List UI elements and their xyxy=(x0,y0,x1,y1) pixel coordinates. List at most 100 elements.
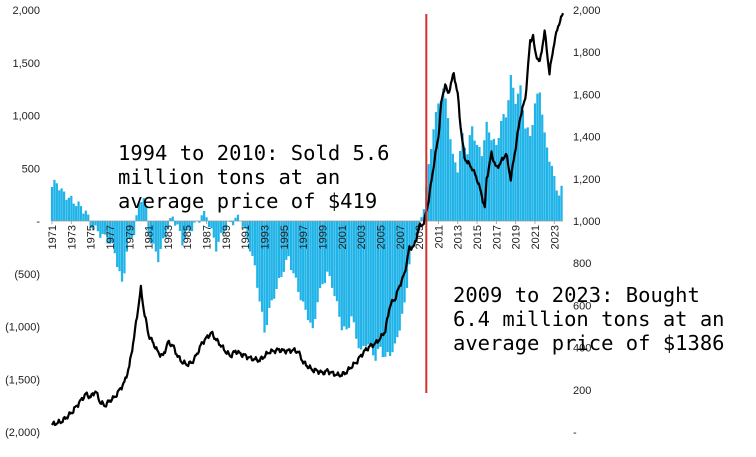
left-tick-label: 500 xyxy=(22,163,40,175)
bar xyxy=(352,221,355,323)
bar xyxy=(439,101,442,221)
bar xyxy=(533,103,537,221)
bar xyxy=(309,221,312,323)
bar xyxy=(282,221,285,272)
bar xyxy=(174,221,177,226)
bar xyxy=(512,87,515,221)
bar xyxy=(480,156,483,221)
bar xyxy=(393,221,397,344)
x-tick-label: 1991 xyxy=(240,225,252,249)
bar xyxy=(372,221,375,356)
bar xyxy=(207,221,211,228)
bar xyxy=(50,187,54,221)
bar xyxy=(152,221,155,244)
bar xyxy=(106,221,109,244)
bar xyxy=(422,209,426,221)
bar xyxy=(514,103,517,221)
bar xyxy=(434,112,438,221)
bar xyxy=(323,221,326,284)
left-axis: 2,000 1,500 1,000 500 - (500) (1,000) (1,500) (2… xyxy=(5,5,40,439)
x-tick-label: 2005 xyxy=(375,225,387,249)
line-series xyxy=(51,12,565,427)
x-tick-label: 2011 xyxy=(433,225,445,249)
bar xyxy=(550,165,554,221)
bar xyxy=(118,221,121,272)
bar xyxy=(391,221,394,353)
bar xyxy=(432,129,435,221)
bar xyxy=(485,121,488,221)
bar xyxy=(396,221,399,338)
bar xyxy=(521,110,525,221)
x-tick-label: 2019 xyxy=(511,225,523,249)
x-tick-label: 2017 xyxy=(491,225,503,249)
bar xyxy=(265,221,269,326)
bar xyxy=(270,221,273,301)
left-tick-label: 2,000 xyxy=(12,5,40,17)
x-tick-label: 2013 xyxy=(453,225,465,249)
bar xyxy=(471,126,474,221)
bar xyxy=(145,206,148,221)
bar xyxy=(381,221,384,358)
right-tick-label: 1,600 xyxy=(573,89,601,101)
x-tick-label: 1995 xyxy=(279,225,291,249)
bar xyxy=(248,221,252,252)
bar xyxy=(449,139,452,221)
bar xyxy=(256,221,259,288)
x-tick-label: 2001 xyxy=(337,225,349,249)
bar xyxy=(84,210,87,221)
bar xyxy=(260,221,264,312)
bar xyxy=(253,221,256,266)
x-tick-label: 1983 xyxy=(163,225,175,249)
bar xyxy=(130,221,133,239)
bar xyxy=(258,221,261,302)
bar xyxy=(222,221,225,235)
bar xyxy=(299,221,302,301)
bar xyxy=(157,221,160,263)
bar xyxy=(164,221,167,238)
bar xyxy=(219,221,223,233)
right-tick-label: 1,800 xyxy=(573,47,601,59)
bar xyxy=(147,221,150,236)
bar xyxy=(183,221,186,240)
x-tick-label: 2015 xyxy=(472,225,484,249)
x-tick-label: 1975 xyxy=(86,225,98,249)
right-tick-label: 1,200 xyxy=(573,174,601,186)
bar xyxy=(205,217,208,221)
bar xyxy=(553,175,556,221)
bar xyxy=(401,221,404,314)
bar xyxy=(376,221,380,350)
bar xyxy=(495,144,498,221)
bar xyxy=(446,118,450,221)
bar xyxy=(181,221,184,246)
bar xyxy=(251,221,254,256)
x-tick-label: 2007 xyxy=(395,225,407,249)
bar xyxy=(96,221,99,232)
left-tick-label: 1,500 xyxy=(12,58,40,70)
bar xyxy=(104,221,107,235)
bar xyxy=(483,140,486,221)
left-tick-label: - xyxy=(36,216,40,228)
x-tick-label: 1977 xyxy=(105,225,117,249)
bar xyxy=(101,221,104,235)
bar xyxy=(360,221,363,350)
bar xyxy=(53,179,56,221)
bar xyxy=(169,218,172,221)
bar xyxy=(236,214,240,221)
bar xyxy=(502,114,505,221)
bar xyxy=(149,221,153,244)
bar xyxy=(198,221,201,223)
bar xyxy=(461,133,464,221)
bar xyxy=(193,221,196,223)
bar xyxy=(367,221,370,345)
bar xyxy=(543,132,546,221)
bar xyxy=(166,221,170,230)
bar xyxy=(454,162,457,221)
right-annotation-line-2: 6.4 million tons at an xyxy=(453,307,725,331)
bar xyxy=(128,221,131,238)
bar xyxy=(442,88,445,222)
bar xyxy=(268,221,271,308)
bar xyxy=(529,136,532,221)
bar xyxy=(398,221,401,331)
bar xyxy=(161,221,165,239)
